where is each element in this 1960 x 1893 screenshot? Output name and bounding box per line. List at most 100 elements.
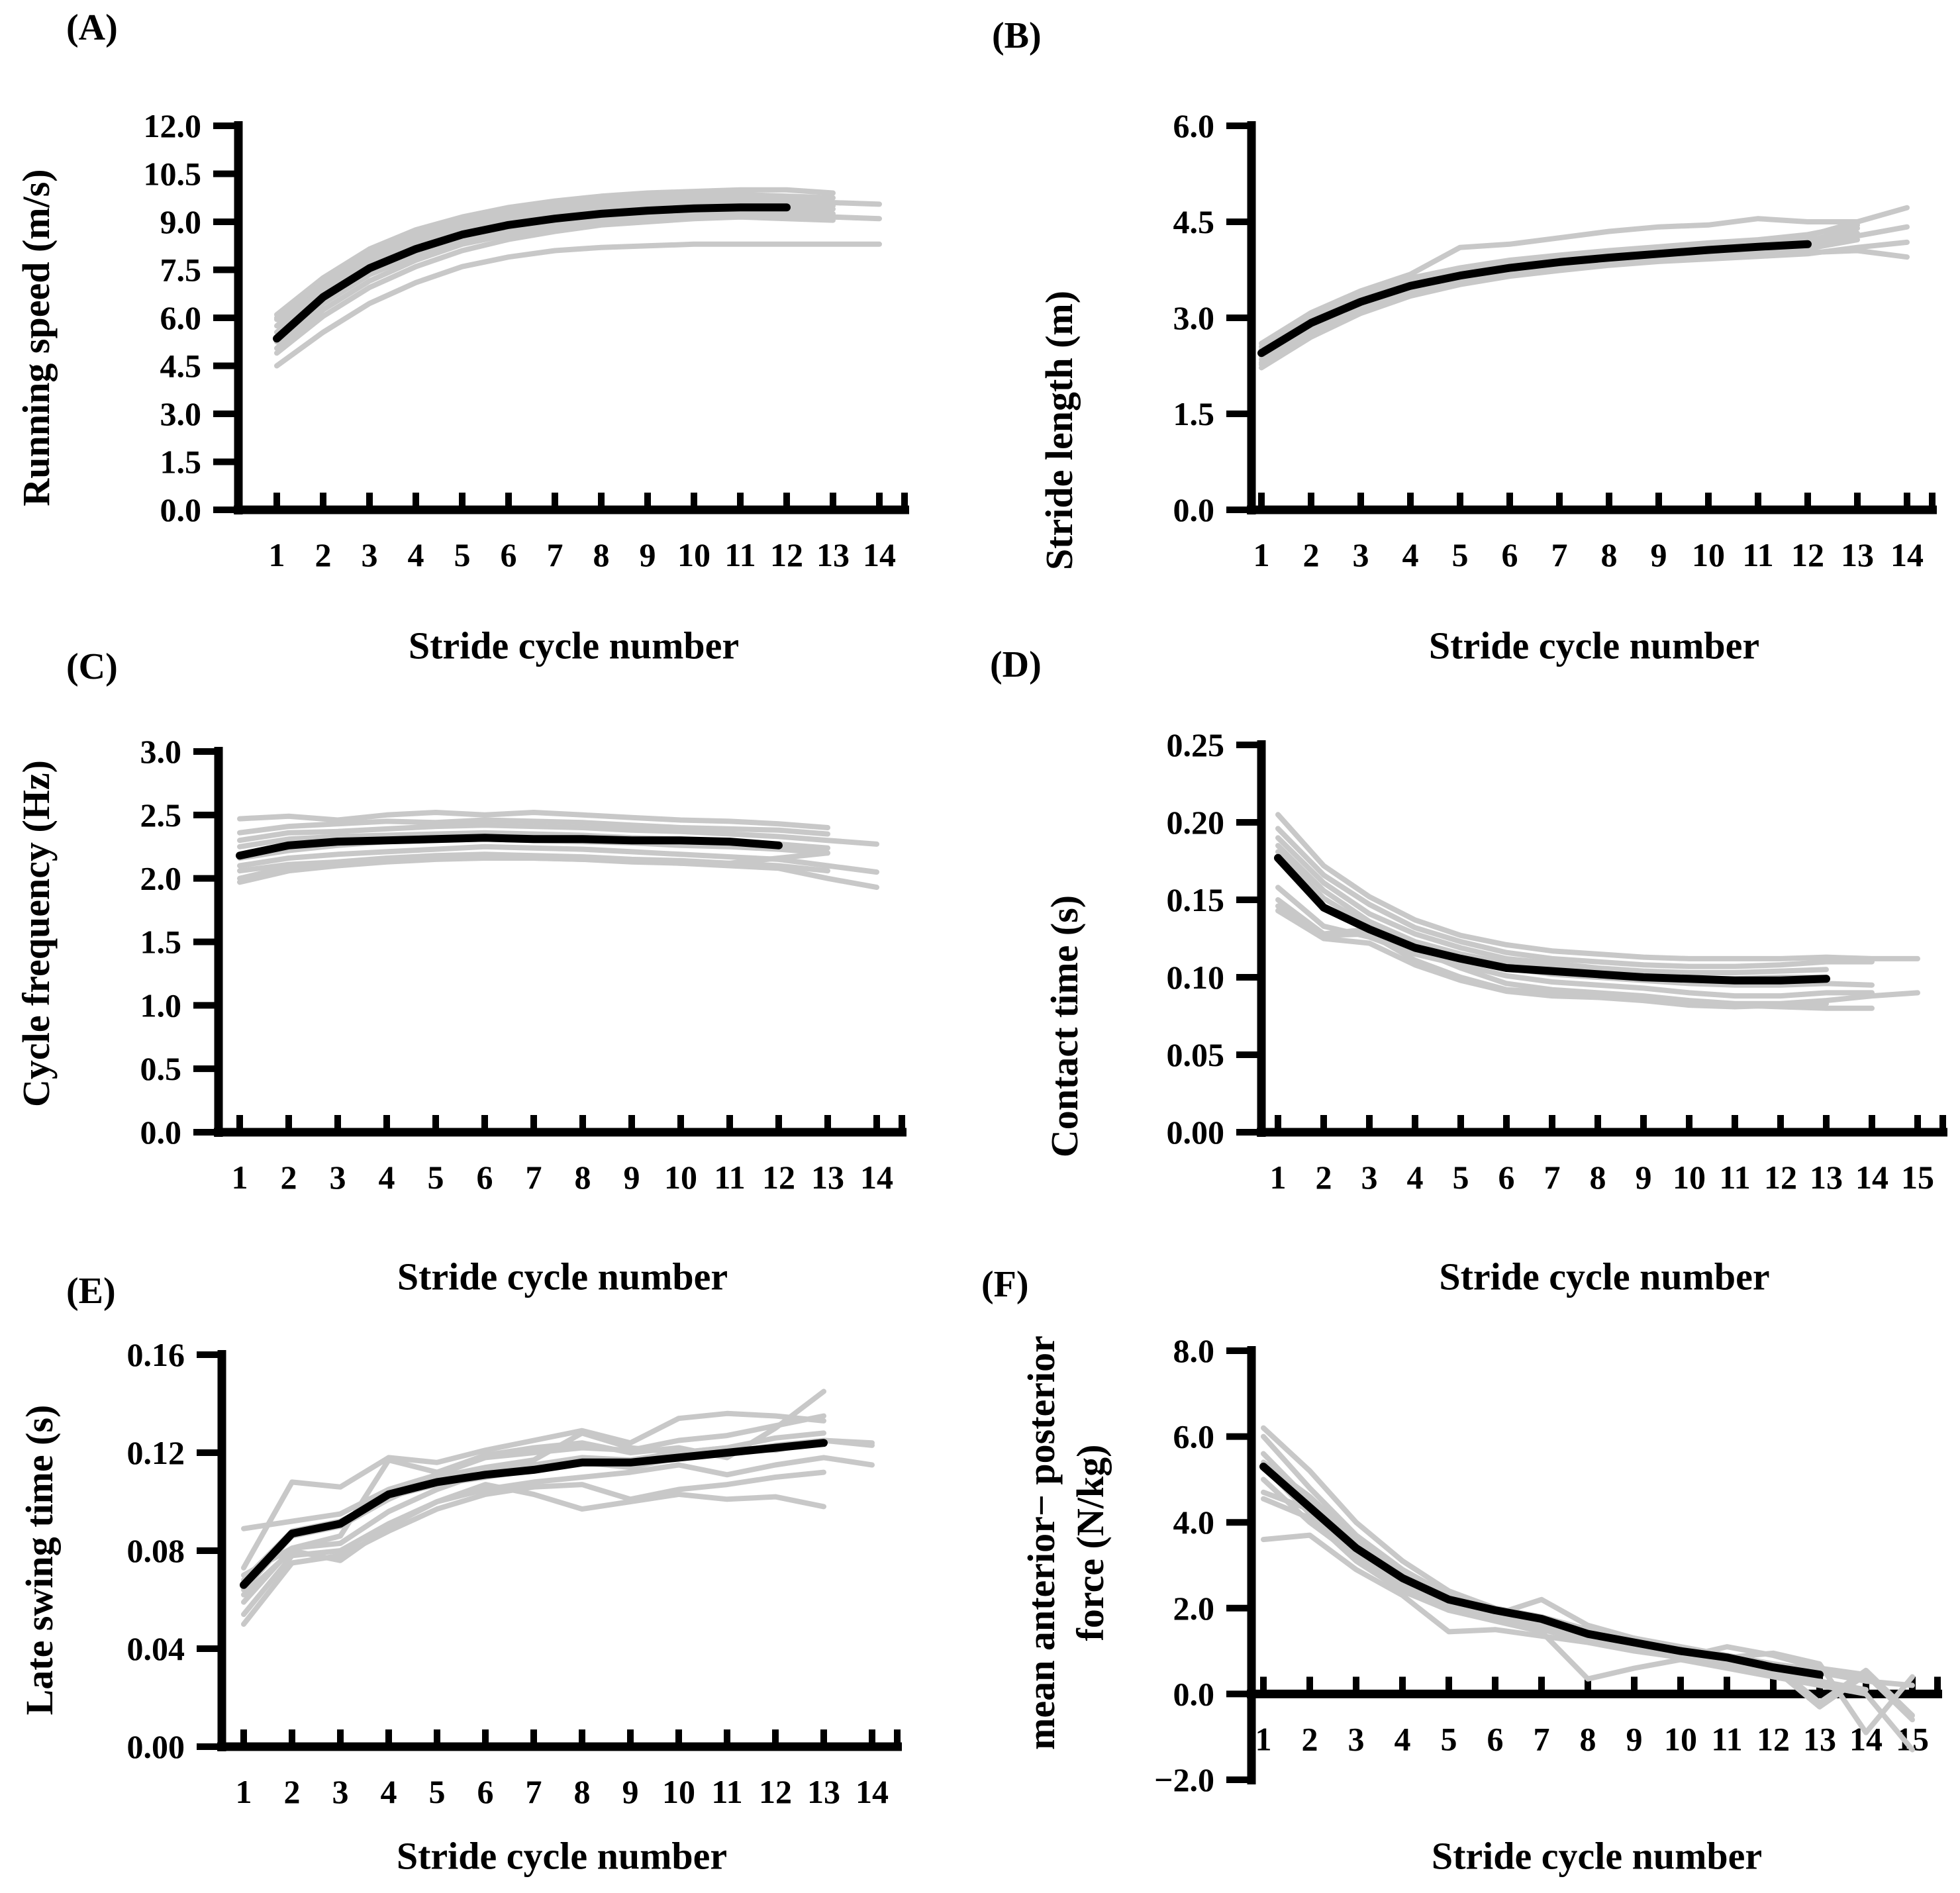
trial-line [1275, 812, 1920, 961]
y-axis-title: Cycle frequency (Hz) [14, 760, 58, 1107]
trial-line [237, 850, 830, 885]
y-tick-label: 0.00 [127, 1728, 185, 1765]
x-tick-label: 6 [1502, 536, 1518, 573]
x-tick-label: 1 [1253, 536, 1270, 573]
y-tick-label: 12.0 [144, 107, 202, 144]
y-tick-label: 0.0 [160, 491, 202, 528]
x-tick-label: 12 [770, 536, 803, 573]
panel-E: 0.00 0.04 0.08 0.12 0.16 1 2 3 4 5 6 7 8 9 10 11 12 13 14 … [0, 1262, 980, 1893]
y-tick-label: 7.5 [160, 252, 202, 289]
trial-line [237, 810, 830, 830]
x-tick-label: 14 [1849, 1720, 1883, 1757]
panel-B: 0.0 1.5 3.0 4.5 6.0 1 2 3 4 5 6 7 8 9 10 11 12 13 14 (B) S… [980, 0, 1960, 669]
y-axis-title: Running speed (m/s) [14, 169, 58, 507]
mean-line [236, 834, 783, 860]
x-tick-label: 14 [856, 1773, 889, 1810]
y-tick-label: 0.08 [127, 1532, 185, 1569]
x-tick-label: 5 [429, 1773, 446, 1810]
trial-line [1275, 835, 1829, 975]
x-tick-label: 14 [1890, 536, 1924, 573]
trial-line [1261, 1496, 1915, 1753]
x-tick-label: 10 [1673, 1159, 1706, 1196]
mean-line [273, 203, 791, 343]
trial-line [241, 1469, 826, 1627]
x-tick-label: 2 [284, 1773, 301, 1810]
x-tick-label: 8 [1590, 1159, 1606, 1196]
x-tick-label: 13 [1810, 1159, 1843, 1196]
trial-line [241, 1413, 826, 1531]
y-tick-label: 1.5 [160, 444, 202, 481]
x-tick-label: 10 [662, 1773, 695, 1810]
x-tick-label: 9 [1636, 1159, 1652, 1196]
x-tick-label: 15 [1901, 1159, 1934, 1196]
panel-D: 0.00 0.05 0.10 0.15 0.20 0.25 1 2 3 4 5 6 7 8 9 10 11 12 1… [980, 636, 1960, 1298]
x-tick-label: 14 [860, 1159, 893, 1196]
x-tick-label: 14 [863, 536, 896, 573]
mean-line [1259, 1463, 1824, 1679]
x-tick-label: 10 [1664, 1720, 1697, 1757]
x-tick-label: 13 [1841, 536, 1874, 573]
line-chart-stride-length: 0.01.53.04.56.01 2 3 4 5 6 7 8 9 10 11 12 13 14 [1173, 107, 1937, 573]
x-tick-label: 5 [428, 1159, 444, 1196]
x-tick-label: 13 [811, 1159, 844, 1196]
x-tick-label: 3 [1353, 536, 1369, 573]
trial-line [241, 1388, 826, 1578]
line-chart-late-swing-time: 0.000.040.080.120.161 2 3 4 5 6 7 8 9 10 11 12 13 14 [127, 1336, 902, 1810]
x-tick-label: 12 [762, 1159, 795, 1196]
x-tick-label: 2 [1302, 1720, 1318, 1757]
x-tick-label: 8 [593, 536, 610, 573]
y-tick-label: 1.5 [140, 924, 182, 961]
x-tick-label: 7 [526, 1773, 542, 1810]
panel-label: (A) [66, 7, 118, 48]
x-tick-label: 1 [1270, 1159, 1287, 1196]
x-tick-label: 12 [1791, 536, 1824, 573]
line-chart-cycle-frequency: 0.00.51.01.52.02.53.01 2 3 4 5 6 7 8 9 10 11 12 13 14 [140, 733, 906, 1196]
y-tick-label: 4.0 [1173, 1504, 1215, 1541]
x-axis-title: Stride cycle number [408, 624, 740, 667]
x-axis-title: Stride cycle number [396, 1834, 728, 1878]
trial-line [241, 1410, 826, 1571]
trial-line [237, 817, 830, 837]
line-chart-running-speed: 0.01.53.04.56.07.59.010.512.01 2 3 4 5 6 7 8 9 10… [144, 107, 909, 573]
x-tick-label: 10 [677, 536, 710, 573]
panel-A: 0.0 1.5 3.0 4.5 6.0 7.5 9.0 10.5 12.0 1 2 3 4 5 6 7 8 9 10… [0, 0, 980, 669]
x-tick-label: 9 [1626, 1720, 1643, 1757]
x-axis-title: Stride cycle number [397, 1255, 728, 1298]
panel-F: −2.0 0.0 2.0 4.0 6.0 8.0 1 2 3 4 5 6 7 8 9 10 11 12 13 14 15… [980, 1262, 1960, 1893]
mean-line [240, 1439, 828, 1589]
y-tick-label: 2.0 [1173, 1590, 1215, 1627]
x-tick-label: 6 [1498, 1159, 1515, 1196]
x-tick-label: 6 [477, 1159, 493, 1196]
y-tick-label: 0.25 [1167, 726, 1225, 763]
y-tick-label: 0.0 [1173, 1675, 1215, 1712]
x-tick-label: 11 [1742, 536, 1773, 573]
panel-label: (E) [66, 1271, 116, 1312]
x-tick-label: 7 [1544, 1159, 1561, 1196]
trial-line [1261, 1477, 1869, 1692]
x-tick-label: 8 [1601, 536, 1618, 573]
trial-line [1261, 1532, 1869, 1678]
y-tick-label: 3.0 [1173, 299, 1215, 336]
x-tick-label: 3 [362, 536, 378, 573]
x-tick-label: 10 [664, 1159, 697, 1196]
y-tick-label: 0.12 [127, 1434, 185, 1471]
x-tick-label: 4 [1402, 536, 1419, 573]
y-tick-label: 2.5 [140, 797, 182, 834]
trial-line [274, 241, 882, 369]
y-tick-label: 4.5 [160, 348, 202, 385]
x-tick-label: 12 [1757, 1720, 1790, 1757]
trial-line [1275, 908, 1829, 1010]
panel-label: (F) [981, 1264, 1029, 1305]
x-tick-label: 6 [477, 1773, 494, 1810]
y-tick-label: 0.15 [1167, 881, 1225, 918]
x-tick-label: 7 [547, 536, 564, 573]
x-tick-label: 11 [714, 1159, 745, 1196]
x-axis-title: Stride cycle number [1439, 1255, 1770, 1298]
y-tick-label: 0.20 [1167, 804, 1225, 841]
x-tick-label: 13 [807, 1773, 840, 1810]
x-axis-title: Stride cycle number [1428, 624, 1760, 667]
x-axis-title: Stride cycle number [1431, 1834, 1763, 1878]
trial-line [241, 1455, 875, 1618]
x-tick-label: 7 [1534, 1720, 1550, 1757]
